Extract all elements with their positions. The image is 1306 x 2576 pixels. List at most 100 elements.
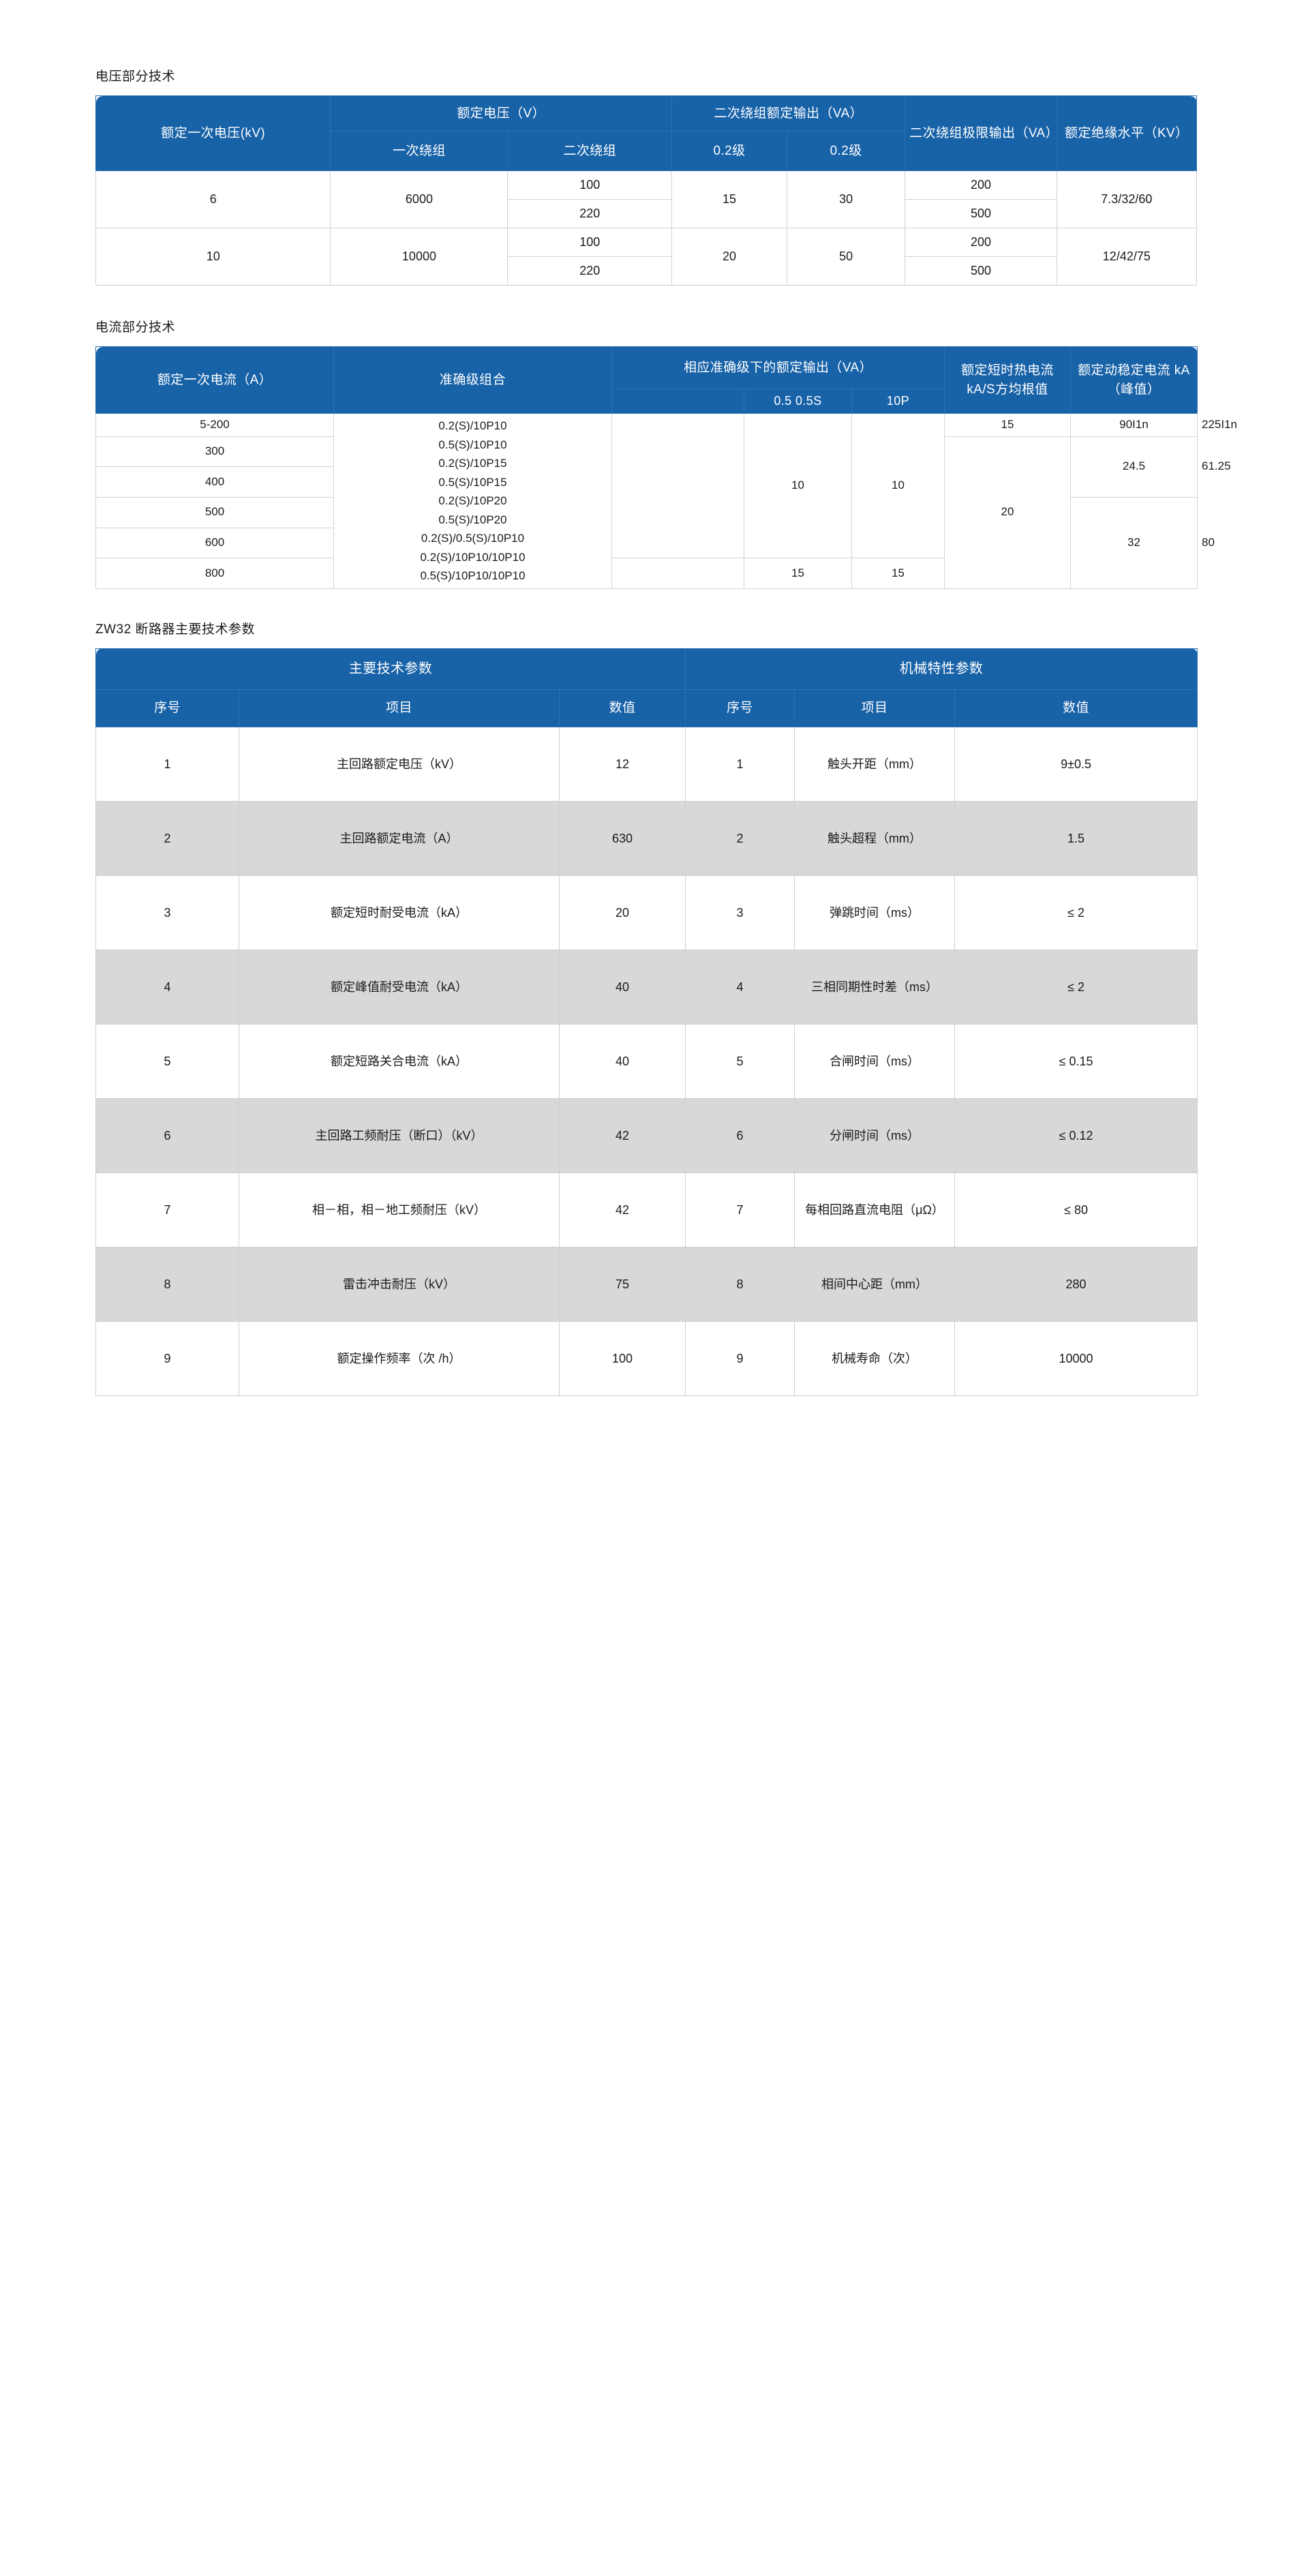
table-row: 7 相－相，相－地工频耐压（kV） 42 7 每相回路直流电阻（μΩ） ≤ 80 [95,1172,1198,1247]
voltage-header-row-2: 一次绕组 二次绕组 0.2级 0.2级 [96,131,1197,171]
table-row: 10 10000 100 20 50 200 12/42/75 [95,228,1198,286]
cell-value-left: 100 [558,1320,686,1396]
combo-line: 0.2(S)/10P10 [438,419,507,432]
cell-primary-voltage: 6 [95,170,331,228]
cell-insulation: 7.3/32/60 [1056,170,1198,228]
cell-primary-current: 300 [95,436,334,468]
cell-value-right: ≤ 80 [954,1172,1198,1247]
cell-secondary-winding: 100 [507,170,673,200]
cell-item-left: 额定短路关合电流（kA） [239,1023,560,1099]
cell-no-left: 3 [95,875,239,950]
cell-primary-winding: 6000 [330,170,508,228]
cell-no-right: 4 [685,949,795,1025]
cell-value-right: ≤ 2 [954,949,1198,1025]
cell-item-left: 额定操作频率（次 /h） [239,1320,560,1396]
table-row: 6 主回路工频耐压（断口）（kV） 42 6 分闸时间（ms） ≤ 0.12 [95,1097,1198,1173]
cell-value-left: 42 [558,1097,686,1173]
cell-no-right: 1 [685,726,795,802]
cell-primary-current: 600 [95,527,334,559]
cell-item-left: 主回路额定电压（kV） [239,726,560,802]
combo-line: 0.5(S)/10P10/10P10 [420,569,526,583]
cell-item-right: 三相同期性时差（ms） [794,949,956,1025]
section-label-current: 电流部分技术 [95,320,176,335]
header-no-right: 序号 [685,688,795,727]
cell-short-time-value: 90I1n [1070,413,1198,437]
header-main-params: 主要技术参数 [95,648,686,690]
cell-no-right: 8 [685,1246,795,1322]
cell-output-05: 10 [744,412,852,559]
cell-class-a: 15 [671,170,787,228]
header-dynamic-stability: 额定动稳定电流 kA（峰值） [1070,346,1198,414]
cell-no-right: 3 [685,875,795,950]
cell-thermal-bottom: 20 [944,436,1072,589]
cell-no-right: 5 [685,1023,795,1099]
header-secondary-output-group: 二次绕组额定输出（VA） [671,95,906,132]
breaker-table-body: 1 主回路额定电压（kV） 12 1 触头开距（mm） 9±0.5 2 主回路额… [95,726,1198,1396]
table-row: 1 主回路额定电压（kV） 12 1 触头开距（mm） 9±0.5 [95,726,1198,802]
header-accuracy-combo: 准确级组合 [333,346,612,414]
breaker-header-row-1: 主要技术参数 机械特性参数 [95,648,1198,690]
cell-no-left: 8 [95,1246,239,1322]
cell-value-right: ≤ 2 [954,875,1198,950]
cell-no-right: 2 [685,800,795,876]
cell-primary-current: 5-200 [95,413,334,437]
cell-accuracy-combos: 0.2(S)/10P10 0.5(S)/10P10 0.2(S)/10P15 0… [333,413,612,589]
cell-item-left: 主回路工频耐压（断口）（kV） [239,1097,560,1173]
section-label-breaker: ZW32 断路器主要技术参数 [95,622,255,637]
cell-primary-current: 800 [95,558,334,589]
header-class-02-a: 0.2级 [671,131,787,171]
header-value-left: 数值 [558,688,686,727]
current-table-body: 5-200 0.2(S)/10P10 0.5(S)/10P10 0.2(S)/1… [95,412,1237,589]
voltage-table-body: 6 6000 100 15 30 200 7.3/32/60 220 500 1… [95,170,1198,286]
combo-line: 0.2(S)/10P10/10P10 [420,550,526,564]
cell-limit-output: 200 [905,170,1057,200]
cell-primary-current: 400 [95,466,334,498]
cell-value-left: 40 [558,949,686,1025]
cell-no-right: 6 [685,1097,795,1173]
cell-output-05-bottom: 15 [744,558,852,589]
voltage-table: 额定一次电压(kV) 额定电压（V） 二次绕组额定输出（VA） 二次绕组极限输出… [95,95,1198,286]
current-header-row-1: 额定一次电流（A） 准确级组合 相应准确级下的额定输出（VA） 额定短时热电流 … [95,346,1198,414]
cell-value-right: 280 [954,1246,1198,1322]
cell-secondary-winding: 220 [507,199,673,228]
header-value-right: 数值 [954,688,1198,727]
cell-value-right: ≤ 0.15 [954,1023,1198,1099]
table-row: 4 额定峰值耐受电流（kA） 40 4 三相同期性时差（ms） ≤ 2 [95,949,1198,1025]
current-table-wrap: 额定一次电流（A） 准确级组合 相应准确级下的额定输出（VA） 额定短时热电流 … [95,346,1237,589]
current-table: 额定一次电流（A） 准确级组合 相应准确级下的额定输出（VA） 额定短时热电流 … [95,346,1237,589]
cell-short-time-value: 32 [1070,496,1198,589]
cell-class-b: 50 [786,228,906,286]
cell-no-left: 1 [95,726,239,802]
combo-line: 0.2(S)/10P15 [438,457,507,470]
table-row: 600 [95,527,1198,559]
cell-primary-winding: 10000 [330,228,508,286]
cell-value-right: 1.5 [954,800,1198,876]
cell-value-left: 42 [558,1172,686,1247]
cell-value-left: 40 [558,1023,686,1099]
cell-primary-current: 500 [95,496,334,528]
cell-limit-output: 200 [905,228,1057,257]
cell-no-left: 9 [95,1320,239,1396]
table-row: 220 500 [96,199,1197,228]
cell-no-left: 5 [95,1023,239,1099]
cell-item-right: 分闸时间（ms） [794,1097,956,1173]
table-row: 220 500 [96,256,1197,286]
header-mechanical-params: 机械特性参数 [685,648,1198,690]
header-sub-05-055: 0.5 0.5S [744,389,852,414]
header-class-02-b: 0.2级 [786,131,906,171]
cell-item-left: 额定短时耐受电流（kA） [239,875,560,950]
header-rated-voltage-group: 额定电压（V） [330,95,673,132]
breaker-table: 主要技术参数 机械特性参数 序号 项目 数值 序号 项目 数值 1 主回路额定电… [95,648,1198,1396]
combo-line: 0.2(S)/0.5(S)/10P10 [421,532,525,545]
cell-no-right: 9 [685,1320,795,1396]
cell-limit-output: 500 [905,256,1057,286]
cell-no-right: 7 [685,1172,795,1247]
header-no-left: 序号 [95,688,239,727]
breaker-table-head: 主要技术参数 机械特性参数 序号 项目 数值 序号 项目 数值 [95,648,1198,727]
cell-output-10p: 10 [851,412,945,559]
voltage-table-head: 额定一次电压(kV) 额定电压（V） 二次绕组额定输出（VA） 二次绕组极限输出… [95,95,1198,171]
header-rated-output-group: 相应准确级下的额定输出（VA） [611,346,945,389]
current-header-row-2: 0.5 0.5S 10P [96,389,1198,414]
cell-limit-output: 500 [905,199,1057,228]
cell-secondary-winding: 100 [507,228,673,257]
